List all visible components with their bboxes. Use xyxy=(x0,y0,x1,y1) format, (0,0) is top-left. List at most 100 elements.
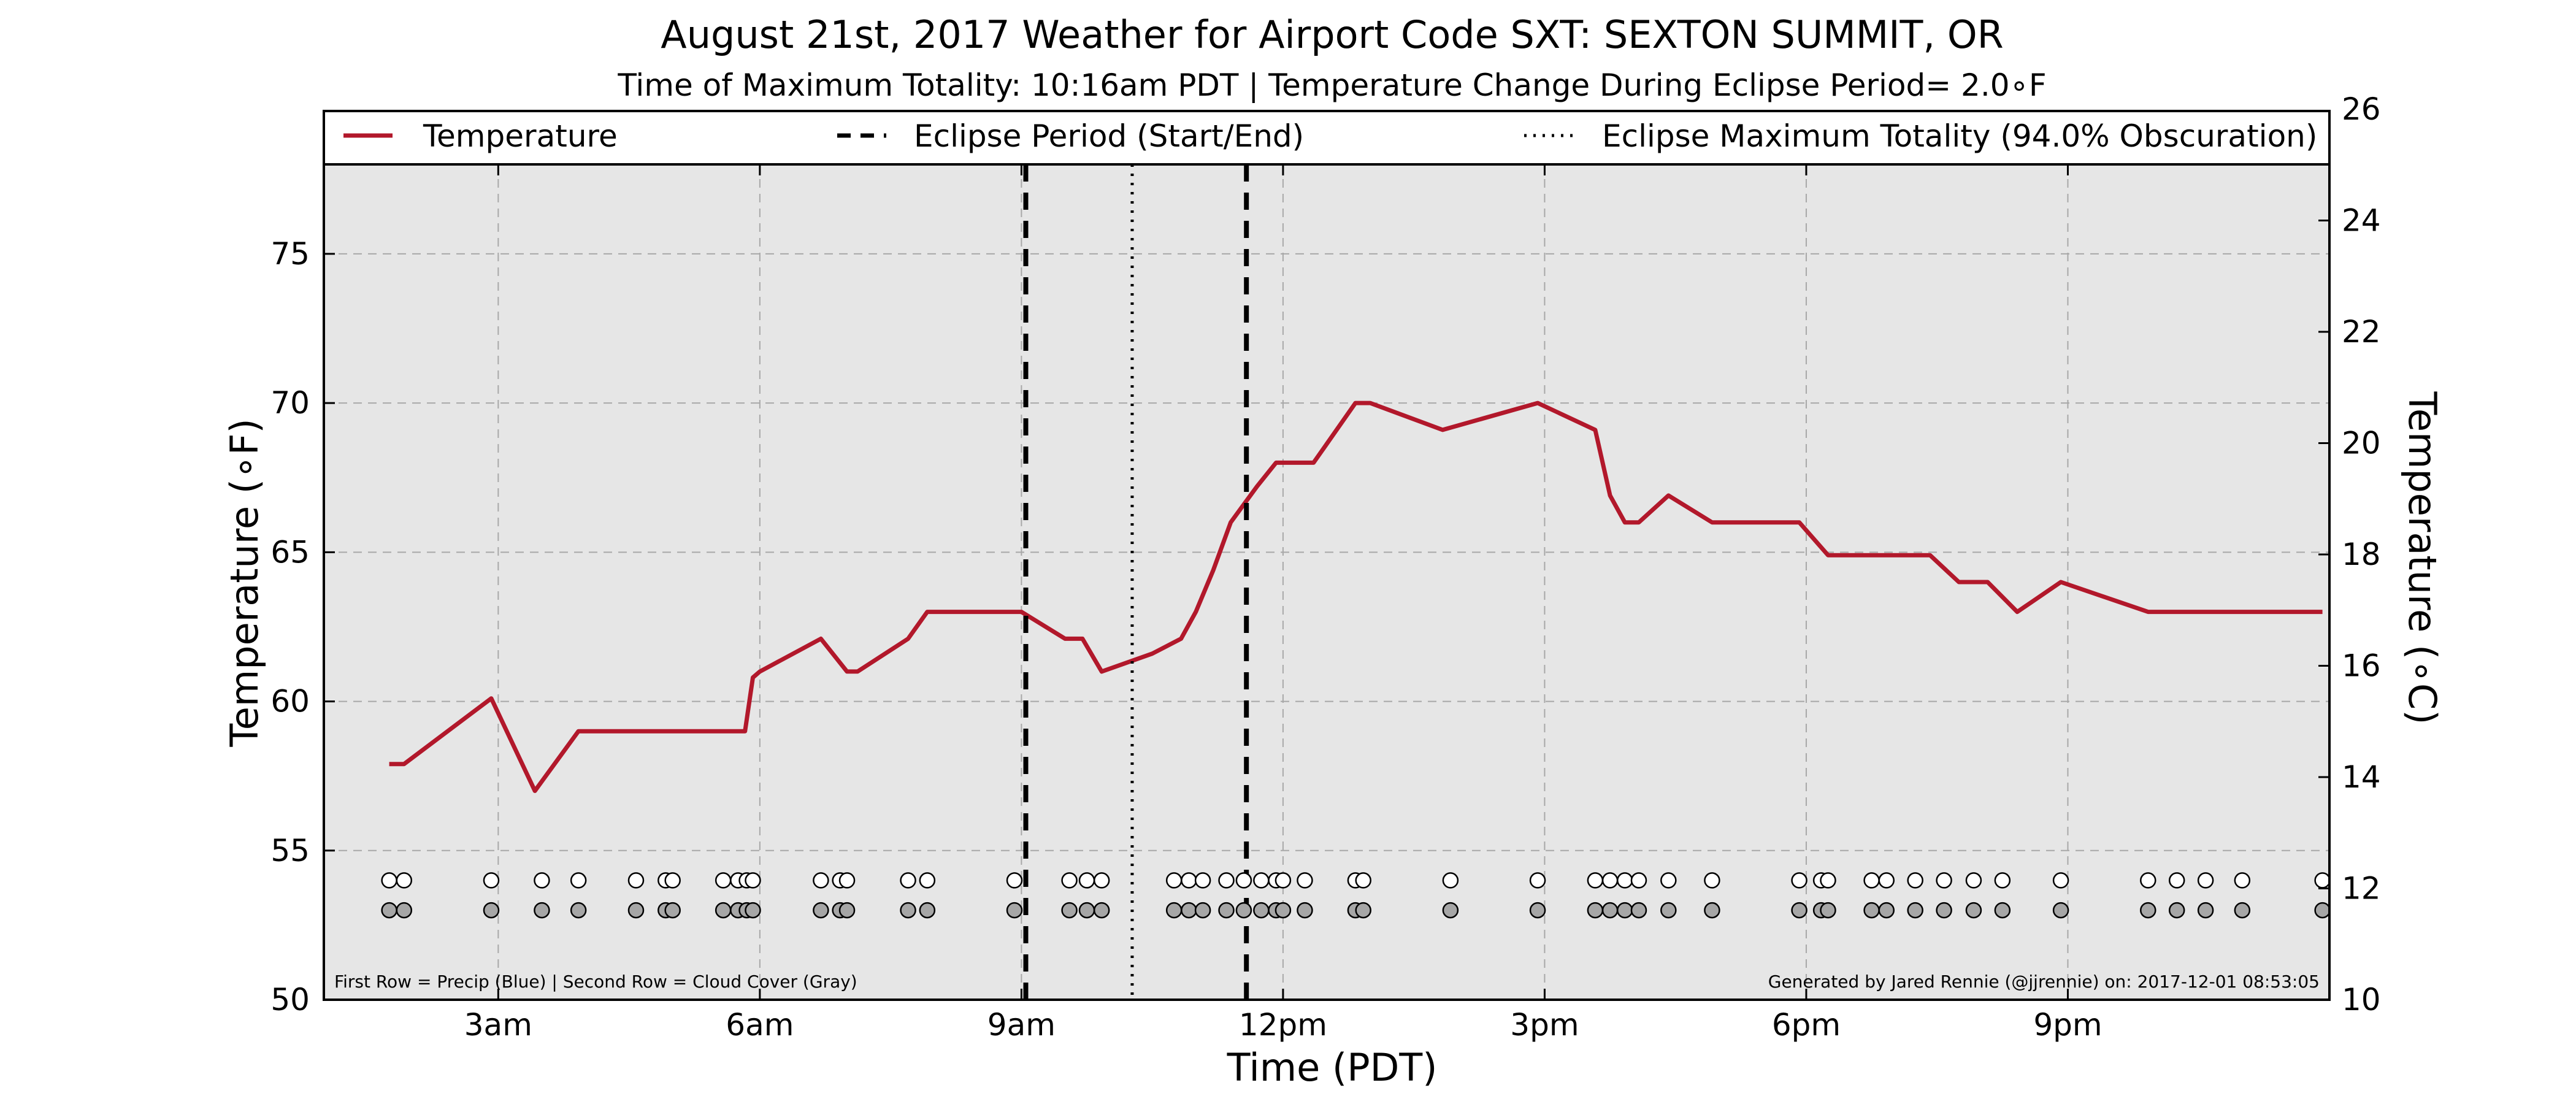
precip-marker xyxy=(570,872,587,889)
cloud-cover-marker xyxy=(1878,902,1895,919)
temperature-line xyxy=(389,401,2323,793)
precip-marker xyxy=(919,872,936,889)
cloud-cover-marker xyxy=(664,902,681,919)
cloud-cover-marker xyxy=(2234,902,2251,919)
precip-marker xyxy=(1994,872,2011,889)
cloud-cover-marker xyxy=(1061,902,1078,919)
y2-tick-label: 18 xyxy=(2342,537,2381,572)
cloud-cover-marker xyxy=(1630,902,1647,919)
cloud-cover-marker xyxy=(1235,902,1252,919)
precip-marker xyxy=(1936,872,1952,889)
cloud-cover-marker xyxy=(900,902,916,919)
precip-marker xyxy=(1297,872,1313,889)
cloud-cover-marker xyxy=(1253,902,1270,919)
precip-marker xyxy=(2052,872,2069,889)
y-tick-label: 65 xyxy=(270,534,310,570)
axes: 3am 6am 9am 12pm 3pm 6pm 9pm 50 55 60 65 70 75 10 12 14… xyxy=(270,91,2380,1043)
precip-marker xyxy=(813,872,829,889)
precip-marker xyxy=(1235,872,1252,889)
cloud-cover-marker xyxy=(1704,902,1720,919)
cloud-cover-marker xyxy=(919,902,936,919)
cloud-cover-marker xyxy=(1601,902,1619,919)
observation-rows-note: First Row = Precip (Blue) | Second Row =… xyxy=(334,972,857,992)
cloud-cover-marker xyxy=(1820,902,1836,919)
precip-marker xyxy=(1863,872,1880,889)
precip-marker xyxy=(1093,872,1110,889)
x-tick-label: 3am xyxy=(464,1007,532,1043)
cloud-cover-marker xyxy=(1165,902,1183,919)
precip-marker xyxy=(1704,872,1720,889)
grid xyxy=(324,164,2329,1000)
x-tick-label: 9pm xyxy=(2033,1007,2102,1043)
y-tick-label: 70 xyxy=(270,385,310,421)
precip-marker xyxy=(1630,872,1647,889)
cloud-cover-marker xyxy=(1297,902,1313,919)
y-tick-label: 60 xyxy=(270,684,310,719)
cloud-cover-marker xyxy=(1093,902,1110,919)
observation-markers xyxy=(381,872,2331,919)
precip-marker xyxy=(627,872,645,889)
cloud-cover-marker xyxy=(1587,902,1604,919)
legend-temperature-label: Temperature xyxy=(423,118,618,154)
plot-area xyxy=(324,164,2329,1000)
chart-subtitle: Time of Maximum Totality: 10:16am PDT | … xyxy=(617,67,2046,103)
precip-marker xyxy=(1820,872,1836,889)
precip-marker xyxy=(381,872,397,889)
precip-marker xyxy=(396,872,413,889)
precip-marker xyxy=(2168,872,2185,889)
cloud-cover-marker xyxy=(1442,902,1459,919)
x-tick-label: 6pm xyxy=(1772,1007,1841,1043)
precip-marker xyxy=(534,872,550,889)
cloud-cover-marker xyxy=(2314,902,2331,919)
precip-marker xyxy=(1061,872,1078,889)
eclipse-lines xyxy=(1023,164,1249,1000)
legend-eclipse-period-label: Eclipse Period (Start/End) xyxy=(914,118,1304,154)
cloud-cover-marker xyxy=(2140,902,2156,919)
cloud-cover-marker xyxy=(1994,902,2011,919)
precip-marker xyxy=(1529,872,1546,889)
precip-marker xyxy=(1587,872,1604,889)
cloud-cover-marker xyxy=(1355,902,1371,919)
cloud-cover-marker xyxy=(534,902,550,919)
generated-by-note: Generated by Jared Rennie (@jjrennie) on… xyxy=(1768,972,2320,992)
y2-tick-label: 16 xyxy=(2342,648,2381,684)
cloud-cover-marker xyxy=(1616,902,1633,919)
precip-marker xyxy=(715,872,732,889)
x-tick-label: 3pm xyxy=(1510,1007,1579,1043)
cloud-cover-marker xyxy=(2197,902,2214,919)
cloud-cover-marker xyxy=(1006,902,1023,919)
precip-marker xyxy=(1194,872,1211,889)
precip-marker xyxy=(2140,872,2156,889)
y2-tick-label: 24 xyxy=(2342,203,2381,239)
precip-marker xyxy=(2197,872,2214,889)
cloud-cover-marker xyxy=(2052,902,2069,919)
x-tick-label: 9am xyxy=(987,1007,1056,1043)
precip-marker xyxy=(1165,872,1183,889)
cloud-cover-marker xyxy=(1660,902,1677,919)
precip-marker xyxy=(1791,872,1807,889)
cloud-cover-marker xyxy=(2168,902,2185,919)
cloud-cover-marker xyxy=(1863,902,1880,919)
precip-marker xyxy=(1275,872,1292,889)
y2-tick-label: 10 xyxy=(2342,982,2381,1018)
x-axis-label: Time (PDT) xyxy=(1227,1045,1438,1090)
y2-tick-label: 14 xyxy=(2342,759,2381,795)
y2-tick-label: 12 xyxy=(2342,871,2381,907)
cloud-cover-marker xyxy=(483,902,500,919)
cloud-cover-marker xyxy=(1965,902,1982,919)
precip-marker xyxy=(1878,872,1895,889)
precip-marker xyxy=(838,872,856,889)
precip-marker xyxy=(745,872,761,889)
precip-marker xyxy=(1181,872,1197,889)
cloud-cover-marker xyxy=(1194,902,1211,919)
precip-marker xyxy=(1965,872,1982,889)
precip-marker xyxy=(1078,872,1095,889)
precip-marker xyxy=(1442,872,1459,889)
cloud-cover-marker xyxy=(381,902,397,919)
cloud-cover-marker xyxy=(1936,902,1952,919)
cloud-cover-marker xyxy=(1791,902,1807,919)
cloud-cover-marker xyxy=(396,902,413,919)
cloud-cover-marker xyxy=(1907,902,1923,919)
cloud-cover-marker xyxy=(715,902,732,919)
precip-marker xyxy=(1006,872,1023,889)
